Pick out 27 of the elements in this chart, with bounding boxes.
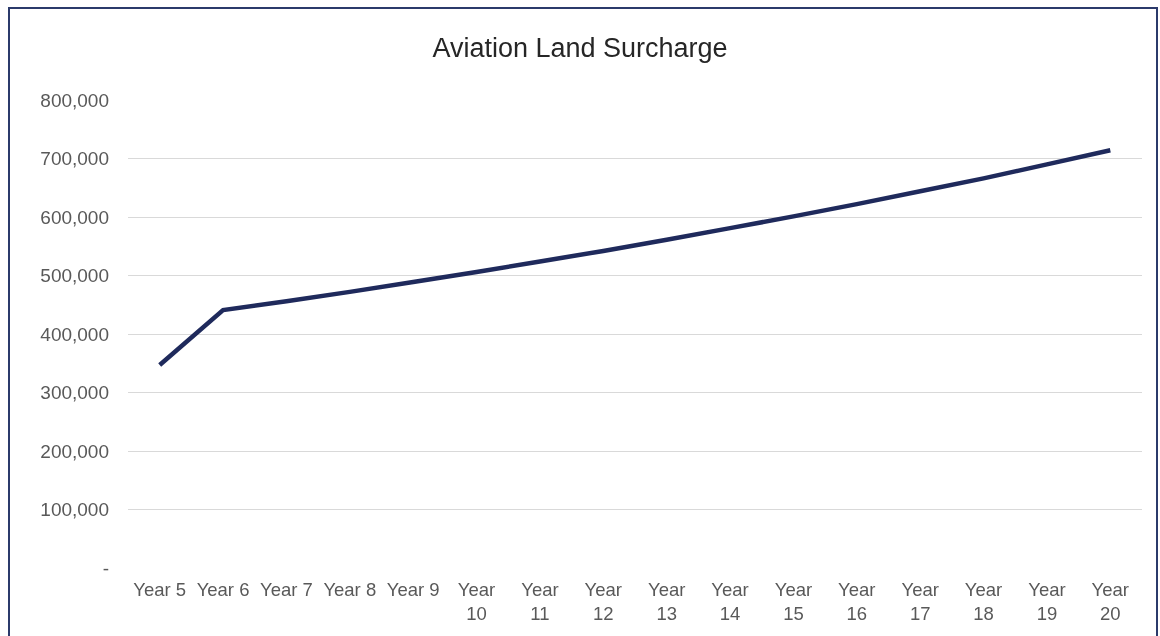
y-tick-label: 500,000 [40,265,109,287]
y-tick-label: 100,000 [40,499,109,521]
x-tick-label: Year 5 [133,578,187,600]
x-tick-label: Year 9 [386,578,440,600]
y-tick-label: 200,000 [40,440,109,462]
x-tick-label: Year 13 [647,578,686,624]
x-tick-label: Year 12 [584,578,623,624]
y-tick-label: - [102,557,109,579]
x-tick-label: Year 17 [901,578,939,624]
x-tick-label: Year 16 [838,578,876,624]
x-tick-label: Year 8 [323,578,377,600]
y-tick-label: 700,000 [40,148,109,170]
y-tick-label: 600,000 [40,206,109,228]
x-tick-label: Year 6 [196,578,250,600]
x-tick-label: Year 14 [711,578,749,624]
x-tick-label: Year 10 [457,578,496,624]
chart-title: Aviation Land Surcharge [432,33,728,64]
x-tick-label: Year 18 [964,578,1003,624]
y-tick-label: 800,000 [40,89,109,111]
x-tick-label: Year 7 [260,578,313,600]
y-tick-label: 300,000 [40,382,109,404]
x-tick-label: Year 19 [1028,578,1066,624]
line-series [157,148,1113,368]
y-tick-label: 400,000 [40,323,109,345]
x-tick-label: Year 11 [521,578,559,624]
x-tick-label: Year 15 [774,578,813,624]
x-tick-label: Year 20 [1091,578,1130,624]
